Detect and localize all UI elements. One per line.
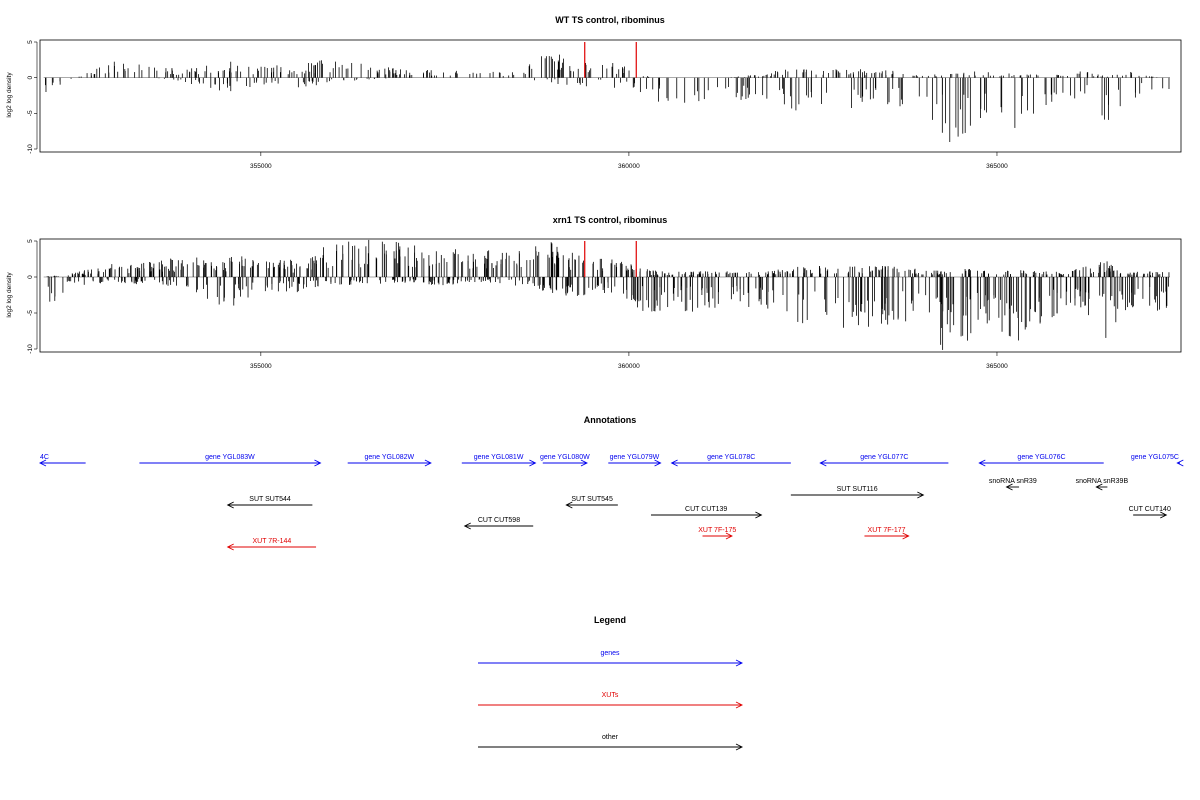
feature-label: CUT CUT140 (1129, 506, 1171, 513)
y-tick-label: -10 (27, 144, 34, 154)
feature-label: snoRNA snR39B (1076, 478, 1129, 485)
xrn1-panel-title: xrn1 TS control, ribominus (553, 215, 668, 225)
legend: Legend genes XUTs other (478, 615, 744, 751)
feature-label: XUT 7F-177 (868, 527, 906, 534)
legend-item: genes (478, 650, 744, 667)
feature-label: gene YGL076C (1017, 454, 1065, 461)
y-tick-label: -5 (27, 110, 34, 116)
feature-arrow: 4C (38, 454, 86, 467)
legend-item: XUTs (478, 692, 744, 709)
feature-arrow: gene YGL083W (139, 454, 322, 467)
feature-arrow: XUT 7R-144 (226, 538, 317, 551)
plot-frame (39, 39, 1182, 153)
feature-label: gene YGL075C (1131, 454, 1179, 461)
feature-label: gene YGL077C (860, 454, 908, 461)
feature-arrow: XUT 7F-177 (864, 527, 910, 540)
x-tick-label: 360000 (618, 363, 640, 370)
feature-arrow: gene YGL077C (819, 454, 949, 467)
feature-arrow: SUT SUT544 (226, 496, 313, 509)
x-tick-label: 355000 (250, 363, 272, 370)
y-tick-label: 5 (27, 239, 34, 243)
xrn1-panel-ylabel: log2 log density (6, 272, 13, 318)
feature-arrow: gene YGL082W (347, 454, 432, 467)
annotation-features: 4C gene YGL083W gene YGL082W gene YGL081W ge… (38, 454, 1184, 551)
feature-arrow: gene YGL078C (670, 454, 791, 467)
x-tick-label: 355000 (250, 163, 272, 170)
y-tick-label: 0 (27, 75, 34, 79)
feature-arrow: snoRNA snR39B (1076, 478, 1129, 491)
feature-label: CUT CUT598 (478, 517, 520, 524)
legend-label: other (602, 734, 619, 741)
feature-label: gene YGL083W (205, 454, 255, 461)
feature-label: gene YGL079W (610, 454, 660, 461)
feature-label: SUT SUT116 (837, 486, 878, 493)
wt-bars (43, 42, 1170, 142)
feature-label: CUT CUT139 (685, 506, 727, 513)
feature-arrow: SUT SUT545 (565, 496, 618, 509)
feature-arrow: gene YGL076C (978, 454, 1104, 467)
feature-label: gene YGL082W (364, 454, 414, 461)
feature-arrow: gene YGL075C (1131, 454, 1184, 467)
feature-label: XUT 7F-175 (698, 527, 736, 534)
feature-label: gene YGL080W (540, 454, 590, 461)
wt-density-panel: WT TS control, ribominus log2 log densit… (6, 15, 1182, 170)
feature-label: gene YGL081W (474, 454, 524, 461)
legend-label: XUTs (602, 692, 619, 699)
feature-label: snoRNA snR39 (989, 478, 1037, 485)
feature-arrow: SUT SUT116 (790, 486, 925, 499)
y-tick-label: 0 (27, 275, 34, 279)
wt-panel-ylabel: log2 log density (6, 72, 13, 118)
y-tick-label: -10 (27, 344, 34, 354)
legend-item: other (478, 734, 744, 751)
annotations-track: Annotations 4C gene YGL083W gene YGL082W ge… (38, 415, 1184, 551)
legend-label: genes (600, 650, 620, 657)
x-tick-label: 365000 (986, 363, 1008, 370)
feature-arrow: CUT CUT598 (463, 517, 534, 530)
feature-label: SUT SUT545 (571, 496, 613, 503)
feature-arrow: XUT 7F-175 (698, 527, 736, 540)
y-tick-label: 5 (27, 40, 34, 44)
feature-label: gene YGL078C (707, 454, 755, 461)
xrn1-density-panel: xrn1 TS control, ribominus log2 log dens… (6, 215, 1182, 370)
wt-axes: 5 0 -5 -10 355000 360000 365000 (27, 39, 1182, 170)
feature-arrow: gene YGL080W (540, 454, 590, 467)
plot-frame (39, 238, 1182, 353)
feature-arrow: CUT CUT139 (650, 506, 763, 519)
feature-label: SUT SUT544 (249, 496, 291, 503)
x-tick-label: 360000 (618, 163, 640, 170)
xrn1-bars (43, 239, 1170, 350)
annotations-title: Annotations (584, 415, 637, 425)
feature-arrow: gene YGL081W (461, 454, 537, 467)
xrn1-axes: 5 0 -5 -10 355000 360000 365000 (27, 238, 1182, 370)
legend-title: Legend (594, 615, 626, 625)
x-tick-label: 365000 (986, 163, 1008, 170)
feature-arrow: gene YGL079W (608, 454, 662, 467)
legend-items: genes XUTs other (478, 650, 744, 751)
feature-label: 4C (40, 454, 49, 461)
wt-panel-title: WT TS control, ribominus (555, 15, 665, 25)
feature-arrow: snoRNA snR39 (989, 478, 1037, 491)
feature-arrow: CUT CUT140 (1129, 506, 1171, 519)
y-tick-label: -5 (27, 310, 34, 316)
feature-label: XUT 7R-144 (252, 538, 291, 545)
